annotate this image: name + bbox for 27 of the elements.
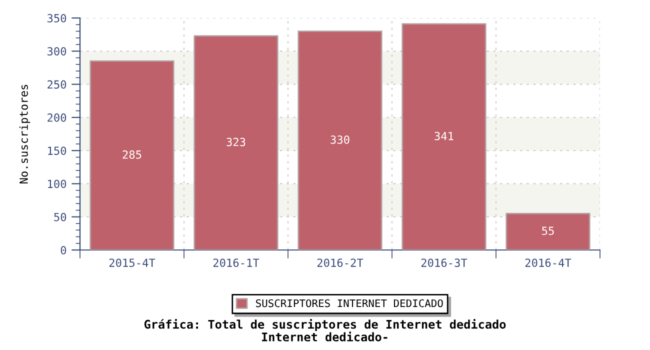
x-tick-label: 2016-2T xyxy=(317,258,364,267)
bar xyxy=(194,35,278,250)
y-tick-label: 100 xyxy=(48,180,66,188)
y-tick-label: 150 xyxy=(48,146,66,155)
y-tick-label: 200 xyxy=(48,113,66,122)
bar xyxy=(90,60,174,250)
text: Gráfica: Total de suscriptores de Internet dedicado xyxy=(144,318,506,332)
legend-label: SUSCRIPTORES INTERNET DEDICADO xyxy=(256,299,443,308)
data-label: 341 xyxy=(434,132,454,140)
y-tick-label: 350 xyxy=(47,14,66,22)
x-tick-label: 2016-1T xyxy=(213,258,260,267)
y-axis-title: No.suscriptores xyxy=(19,84,30,184)
y-tick-label: 50 xyxy=(54,212,66,222)
bar xyxy=(506,212,590,250)
data-label: 323 xyxy=(226,138,246,146)
y-tick-label: 300 xyxy=(47,47,66,56)
text: Internet dedicado- xyxy=(262,332,388,342)
x-tick-label: 2016-3T xyxy=(421,258,468,267)
y-tick-label: 250 xyxy=(48,80,66,89)
bar xyxy=(298,30,382,250)
data-label: 55 xyxy=(542,226,554,236)
bar xyxy=(402,23,486,250)
data-label: 285 xyxy=(122,150,142,159)
data-label: 330 xyxy=(330,135,350,144)
x-tick-label: 2016-4T xyxy=(525,258,572,267)
y-tick-label: 0 xyxy=(60,246,66,254)
x-tick-label: 2015-4T xyxy=(109,258,156,267)
